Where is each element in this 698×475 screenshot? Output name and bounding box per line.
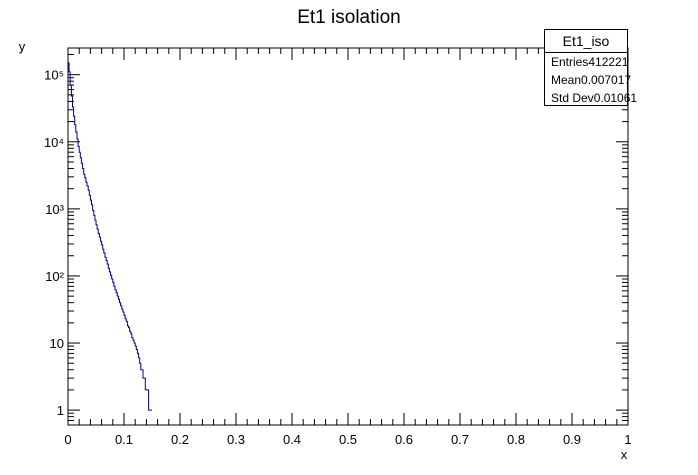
y-tick-label: 10⁴ [44,135,64,150]
y-axis-label: y [19,39,26,54]
stats-box: Et1_iso Entries 412221 Mean 0.007017 Std… [544,29,637,107]
stats-value: 0.007017 [581,73,632,87]
x-tick-label: 0.3 [227,432,245,447]
y-tick-label: 10² [45,269,64,284]
x-tick-label: 0.6 [395,432,413,447]
histogram-line [68,62,152,411]
x-axis-label: x [621,447,628,462]
y-tick-label: 10 [50,336,64,351]
y-tick-label: 1 [57,403,64,418]
x-tick-label: 0 [64,432,71,447]
stats-row-stddev: Std Dev 0.01061 [545,89,637,107]
x-tick-label: 0.9 [563,432,581,447]
y-tick-label: 10⁵ [44,68,64,83]
stats-value: 0.01061 [593,91,638,105]
x-tick-label: 0.4 [283,432,301,447]
x-tick-label: 0.8 [507,432,525,447]
stats-label: Mean [551,73,582,87]
stats-value: 412221 [588,55,629,69]
stats-label: Entries [551,55,589,69]
x-tick-label: 0.5 [339,432,357,447]
chart-title: Et1 isolation [297,7,401,28]
x-tick-label: 0.7 [451,432,469,447]
y-tick-label: 10³ [45,202,64,217]
x-axis: 0 0.1 0.2 0.3 0.4 0.5 0.6 0.7 0.8 0.9 1 [64,48,632,447]
stats-label: Std Dev [551,91,594,105]
x-tick-label: 0.2 [171,432,189,447]
y-axis: 1 10 10² 10³ 10⁴ 10⁵ [44,54,628,426]
stats-title: Et1_iso [545,30,627,53]
x-tick-label: 1 [624,432,631,447]
stats-row-mean: Mean 0.007017 [545,71,631,89]
x-tick-label: 0.1 [115,432,133,447]
stats-row-entries: Entries 412221 [545,53,629,71]
